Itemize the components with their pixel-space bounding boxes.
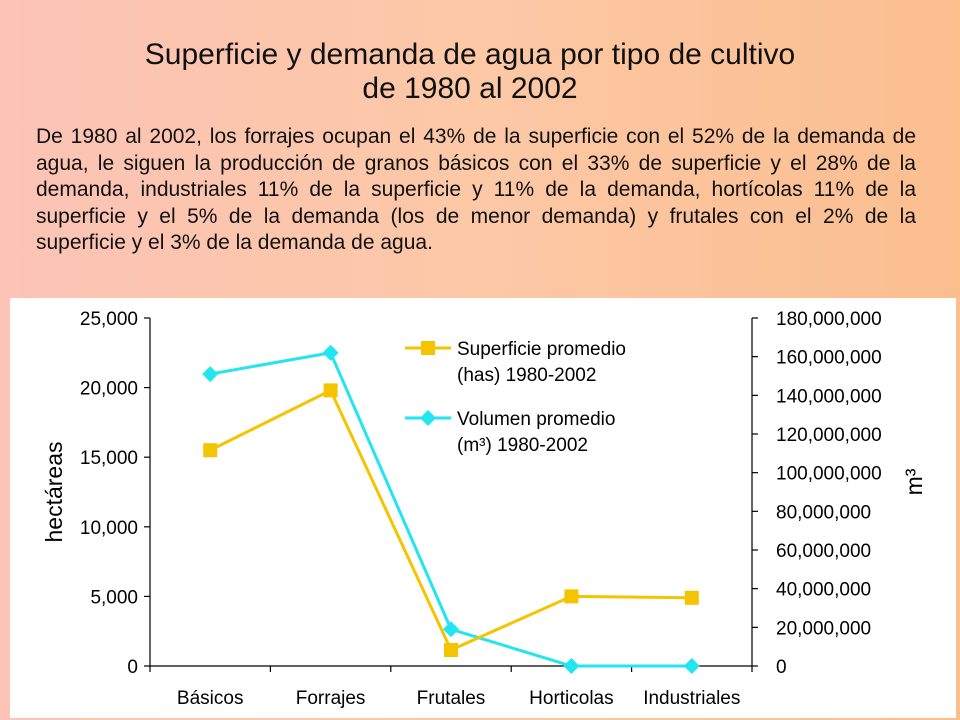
left-tick-label: 0 <box>127 657 138 678</box>
legend-swatch-marker <box>421 341 435 355</box>
right-axis-title: m³ <box>901 468 927 495</box>
right-tick-label: 80,000,000 <box>776 502 871 523</box>
right-tick-label: 40,000,000 <box>776 580 871 601</box>
right-tick-label: 20,000,000 <box>776 618 871 639</box>
legend-entry-text: Volumen promedio <box>457 409 615 430</box>
legend-swatch-marker <box>420 410 436 426</box>
left-tick-label: 25,000 <box>80 309 138 330</box>
data-point <box>444 642 458 657</box>
page-title: Superficie y demanda de agua por tipo de… <box>0 38 940 106</box>
line-chart: 0 5,000 10,000 15,000 20,000 25,000 0 20,000,00… <box>41 309 927 709</box>
right-tick-label: 180,000,000 <box>776 309 882 330</box>
data-point <box>202 366 219 383</box>
right-tick-label: 60,000,000 <box>776 541 871 562</box>
data-point <box>563 658 580 674</box>
left-tick-label: 5,000 <box>90 587 138 608</box>
right-tick-label: 0 <box>776 657 787 678</box>
x-tick-label: Básicos <box>177 688 244 709</box>
x-tick-label: Forrajes <box>296 688 366 709</box>
left-tick-label: 20,000 <box>80 379 138 400</box>
data-point <box>564 589 579 604</box>
data-point <box>683 658 700 674</box>
data-point <box>443 621 459 638</box>
right-tick-label: 100,000,000 <box>776 464 882 485</box>
summary-paragraph: De 1980 al 2002, los forrajes ocupan el … <box>36 125 916 254</box>
left-tick-label: 15,000 <box>80 448 138 469</box>
title-line-2: de 1980 al 2002 <box>362 72 578 105</box>
data-point <box>203 443 218 458</box>
data-point <box>322 344 339 361</box>
chart-area: 0 5,000 10,000 15,000 20,000 25,000 0 20,000,00… <box>10 298 956 718</box>
right-tick-label: 120,000,000 <box>776 425 882 446</box>
legend-entry-text: (m³) 1980-2002 <box>457 435 588 456</box>
left-tick-label: 10,000 <box>80 518 138 539</box>
right-tick-label: 140,000,000 <box>776 386 882 407</box>
data-point <box>323 383 338 398</box>
data-point <box>684 590 699 605</box>
legend-entry-text: Superficie promedio <box>457 339 626 360</box>
title-line-1: Superficie y demanda de agua por tipo de… <box>144 38 796 71</box>
legend-entry-text: (has) 1980-2002 <box>457 365 596 386</box>
series-line <box>209 351 692 668</box>
x-tick-label: Horticolas <box>529 688 613 709</box>
right-tick-label: 160,000,000 <box>776 348 882 369</box>
x-tick-label: Frutales <box>417 688 486 709</box>
left-axis-title: hectáreas <box>41 441 67 542</box>
x-tick-label: Industriales <box>643 688 740 709</box>
series-line <box>209 388 692 652</box>
